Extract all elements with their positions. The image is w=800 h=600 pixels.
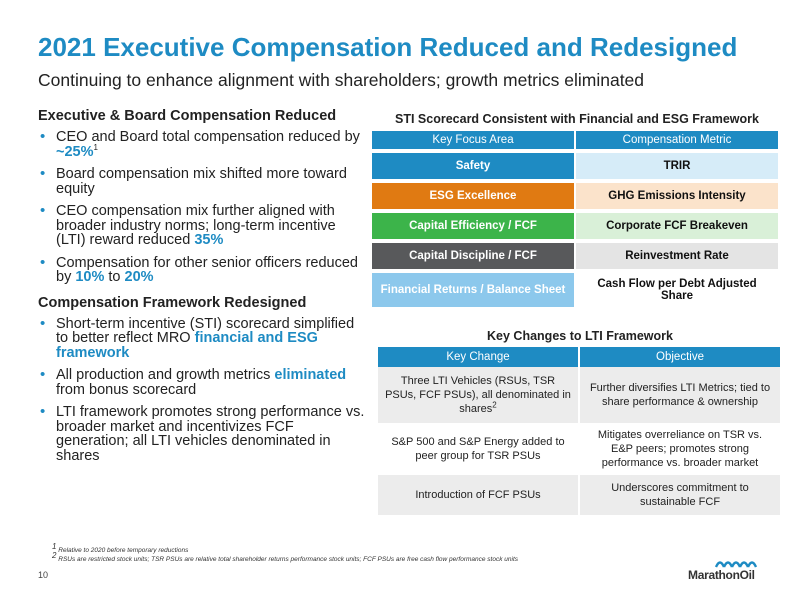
highlight-value: 35% (194, 232, 224, 248)
key-change-cell: S&P 500 and S&P Energy added to peer gro… (378, 425, 580, 475)
logo-wordmark: MarathonOil (688, 568, 755, 582)
highlight-value: 10% (75, 269, 105, 285)
list-item: CEO and Board total compensation reduced… (38, 130, 368, 159)
table-row: Introduction of FCF PSUs Underscores com… (378, 475, 782, 517)
sti-scorecard-table: Key Focus Area Compensation Metric Safet… (372, 131, 780, 311)
list-item: CEO compensation mix further aligned wit… (38, 204, 368, 248)
section-heading-framework-redesigned: Compensation Framework Redesigned (38, 294, 307, 311)
list-item: LTI framework promotes strong performanc… (38, 405, 368, 463)
metric-cell: Corporate FCF Breakeven (576, 213, 780, 243)
objective-cell: Mitigates overreliance on TSR vs. E&P pe… (580, 425, 782, 475)
focus-area-cell: ESG Excellence (372, 183, 576, 213)
marathon-wave-logo-icon (714, 561, 758, 568)
lti-table-title: Key Changes to LTI Framework (487, 329, 673, 343)
table-row: Three LTI Vehicles (RSUs, TSR PSUs, FCF … (378, 367, 782, 425)
column-header-objective: Objective (580, 347, 782, 367)
key-change-cell: Introduction of FCF PSUs (378, 475, 580, 517)
focus-area-cell: Financial Returns / Balance Sheet (372, 273, 576, 311)
table-row: S&P 500 and S&P Energy added to peer gro… (378, 425, 782, 475)
list-item: All production and growth metrics elimin… (38, 368, 368, 397)
footnote-1: 1 Relative to 2020 before temporary redu… (52, 542, 189, 555)
focus-area-cell: Capital Discipline / FCF (372, 243, 576, 273)
page-number: 10 (38, 570, 49, 580)
objective-cell: Further diversifies LTI Metrics; tied to… (580, 367, 782, 425)
sti-table-title: STI Scorecard Consistent with Financial … (395, 112, 759, 126)
footnote-2: 2 RSUs are restricted stock units; TSR P… (52, 551, 519, 564)
table-header-row: Key Change Objective (378, 347, 782, 367)
metric-cell: GHG Emissions Intensity (576, 183, 780, 213)
page-title: 2021 Executive Compensation Reduced and … (38, 32, 738, 62)
metric-cell: Reinvestment Rate (576, 243, 780, 273)
section-heading-compensation-reduced: Executive & Board Compensation Reduced (38, 108, 337, 124)
highlight-value: 20% (124, 269, 154, 285)
highlight-text: eliminated (274, 367, 347, 383)
company-logo: MarathonOil (688, 556, 784, 586)
objective-cell: Underscores commitment to sustainable FC… (580, 475, 782, 517)
focus-area-cell: Safety (372, 153, 576, 183)
table-row: Financial Returns / Balance Sheet Cash F… (372, 273, 780, 311)
highlight-value: ~25% (56, 143, 94, 160)
table-row: Safety TRIR (372, 153, 780, 183)
list-item: Short-term incentive (STI) scorecard sim… (38, 316, 368, 361)
list-item: Compensation for other senior officers r… (38, 255, 368, 285)
bullet-list-framework-redesigned: Short-term incentive (STI) scorecard sim… (38, 316, 368, 464)
metric-cell: TRIR (576, 153, 780, 183)
column-header-key-change: Key Change (378, 347, 580, 367)
left-column: Executive & Board Compensation Reduced C… (38, 108, 368, 471)
highlight-text: financial and ESG framework (56, 330, 318, 361)
table-row: Capital Efficiency / FCF Corporate FCF B… (372, 213, 780, 243)
lti-changes-table: Key Change Objective Three LTI Vehicles … (378, 347, 782, 517)
table-row: ESG Excellence GHG Emissions Intensity (372, 183, 780, 213)
key-change-cell: Three LTI Vehicles (RSUs, TSR PSUs, FCF … (378, 367, 580, 425)
focus-area-cell: Capital Efficiency / FCF (372, 213, 576, 243)
bullet-list-compensation-reduced: CEO and Board total compensation reduced… (38, 130, 368, 285)
footnote-ref: 1 (93, 142, 98, 152)
column-header-key-focus-area: Key Focus Area (372, 131, 576, 153)
table-header-row: Key Focus Area Compensation Metric (372, 131, 780, 153)
page-subtitle: Continuing to enhance alignment with sha… (38, 70, 645, 90)
footnote-ref: 2 (492, 400, 497, 410)
column-header-compensation-metric: Compensation Metric (576, 131, 780, 153)
list-item: Board compensation mix shifted more towa… (38, 167, 368, 196)
table-row: Capital Discipline / FCF Reinvestment Ra… (372, 243, 780, 273)
metric-cell: Cash Flow per Debt Adjusted Share (576, 273, 780, 311)
